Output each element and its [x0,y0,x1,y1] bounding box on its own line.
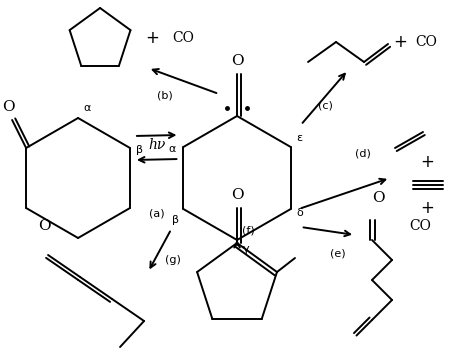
Text: CO: CO [415,35,437,49]
Text: +: + [145,29,159,47]
Text: CO: CO [172,31,194,45]
Text: O: O [2,100,14,114]
Text: (a): (a) [149,208,164,218]
Text: β: β [136,145,143,155]
Text: γ: γ [243,244,250,254]
Text: CO: CO [409,219,431,233]
Text: ε: ε [297,133,303,143]
Text: O: O [372,191,384,205]
Text: hν: hν [148,138,165,152]
Text: +: + [420,199,434,217]
Text: +: + [393,33,407,51]
Text: (d): (d) [355,148,371,158]
Text: O: O [231,188,243,202]
Text: (c): (c) [318,100,333,110]
Text: (f): (f) [242,225,255,235]
Text: (g): (g) [165,255,181,265]
Text: +: + [420,153,434,171]
Text: O: O [38,219,50,233]
Text: (e): (e) [330,248,346,258]
Text: β: β [173,215,179,225]
Text: O: O [231,54,243,68]
Text: δ: δ [297,208,303,218]
Text: (b): (b) [157,90,173,100]
Text: α: α [168,144,175,154]
Text: α: α [83,103,91,113]
